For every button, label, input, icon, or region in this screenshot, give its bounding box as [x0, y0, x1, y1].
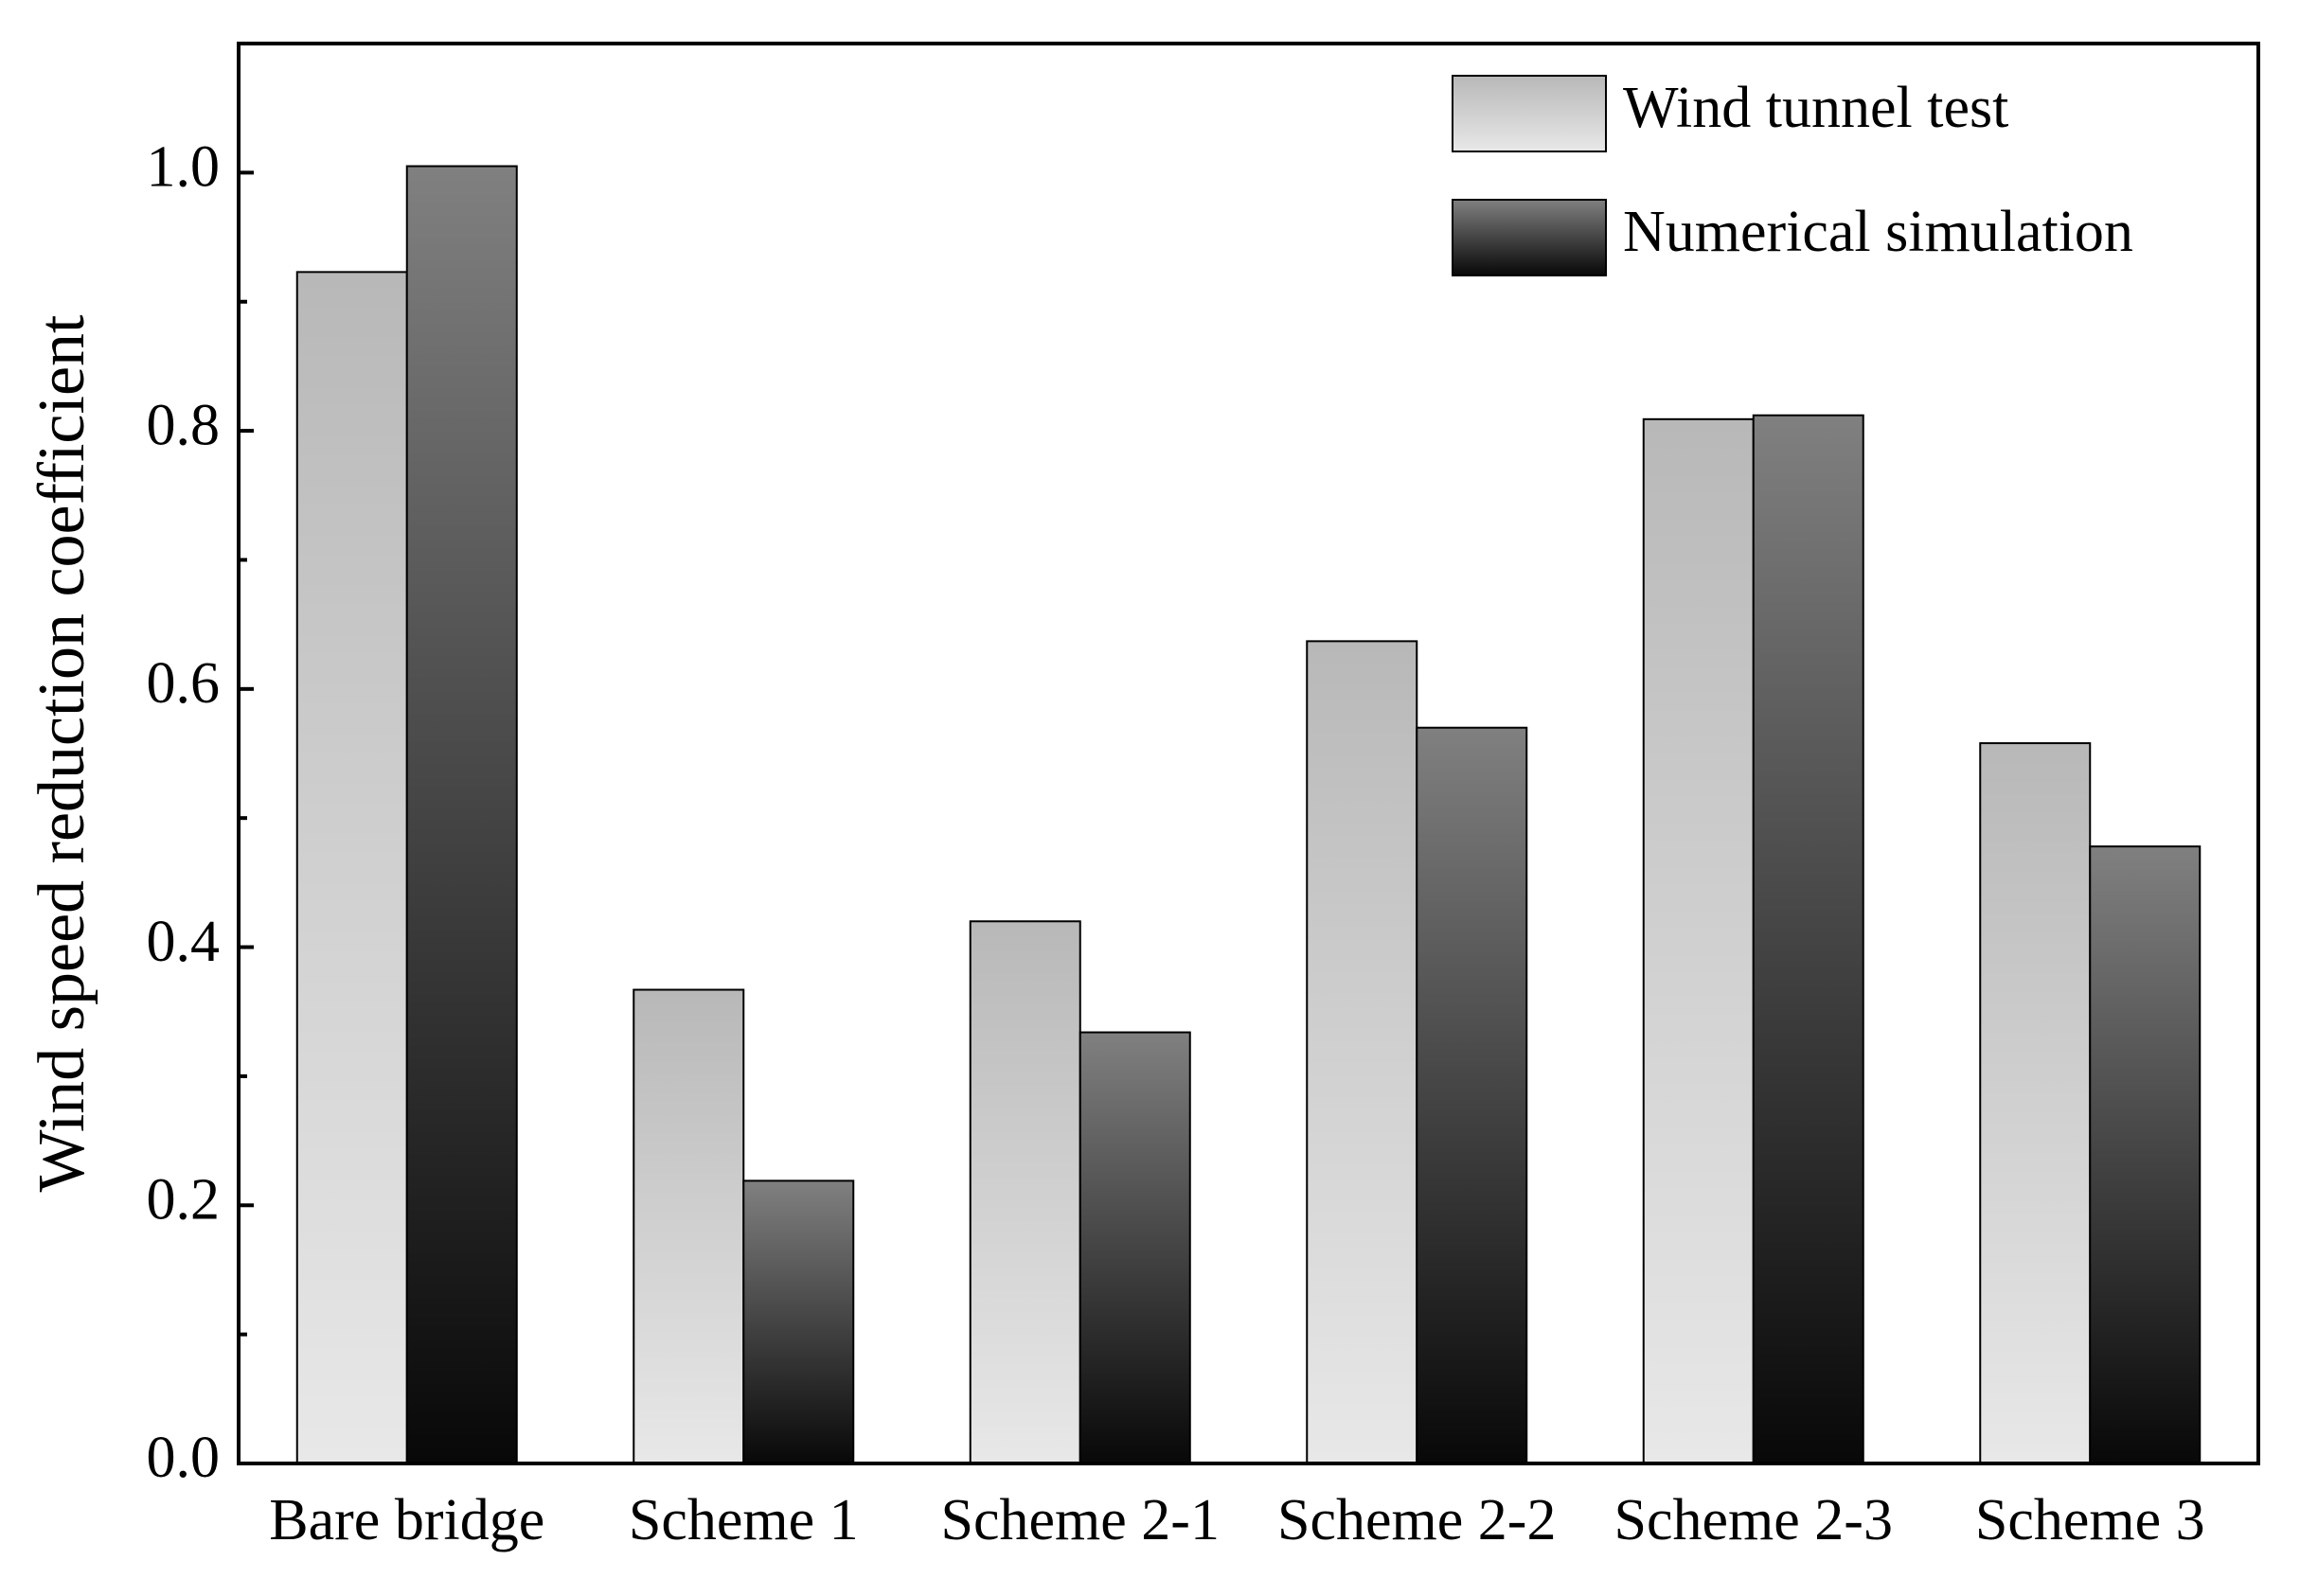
bar [1642, 417, 1755, 1464]
legend-swatch [1452, 199, 1607, 276]
x-tick-label: Scheme 1 [629, 1488, 859, 1552]
legend-label: Numerical simulation [1623, 200, 2133, 264]
y-tick-label: 0.6 [147, 651, 221, 716]
bar [1306, 640, 1418, 1464]
y-tick-label: 0.4 [147, 910, 221, 974]
y-tick-label: 0.0 [147, 1426, 221, 1490]
x-tick-label: Bare bridge [269, 1488, 544, 1552]
y-tick-label: 0.8 [147, 393, 221, 457]
bar [1079, 1031, 1191, 1464]
y-tick-label: 1.0 [147, 135, 221, 200]
bar [969, 920, 1081, 1464]
x-tick-label: Scheme 2-2 [1277, 1488, 1556, 1552]
x-tick-label: Scheme 2-3 [1614, 1488, 1893, 1552]
x-tick-label: Scheme 2-1 [941, 1488, 1220, 1552]
bar [633, 988, 745, 1464]
plot-frame [237, 42, 2260, 1465]
x-tick-label: Scheme 3 [1975, 1488, 2205, 1552]
bar [2089, 845, 2202, 1464]
bar [295, 271, 408, 1464]
bar [405, 165, 518, 1465]
y-axis-label: Wind speed reduction coefficient [26, 314, 98, 1192]
bar [1979, 742, 2092, 1464]
bar [742, 1179, 855, 1464]
legend-label: Wind tunnel test [1623, 76, 2008, 140]
legend-swatch [1452, 75, 1607, 152]
y-tick-label: 0.2 [147, 1168, 221, 1232]
bar [1416, 726, 1528, 1464]
bar [1752, 414, 1864, 1464]
